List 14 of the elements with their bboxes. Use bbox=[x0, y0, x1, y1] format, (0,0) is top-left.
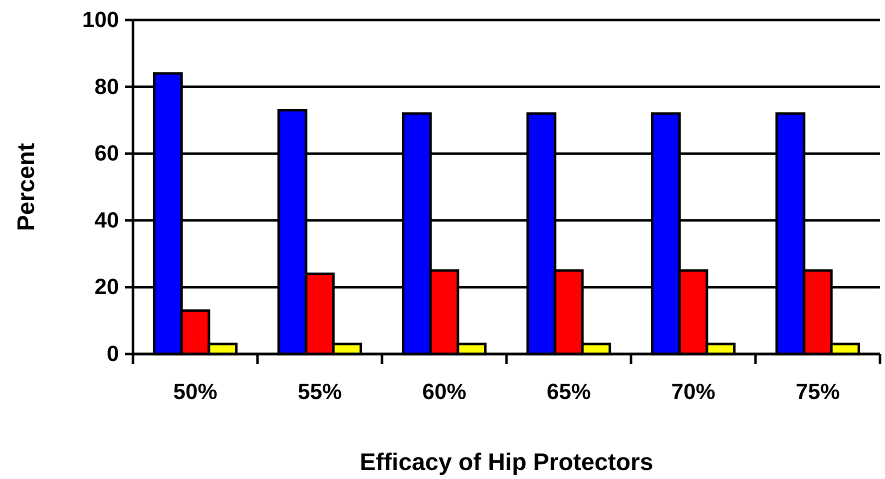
x-tick-label: 70% bbox=[671, 378, 716, 404]
y-tick-label: 40 bbox=[94, 207, 119, 232]
x-tick-label: 60% bbox=[422, 378, 466, 404]
x-tick-label: 65% bbox=[546, 378, 591, 404]
x-axis-title: Efficacy of Hip Protectors bbox=[360, 449, 654, 476]
x-tick-label: 50% bbox=[173, 378, 218, 404]
y-tick-label: 80 bbox=[94, 74, 119, 99]
y-tick-label: 60 bbox=[94, 140, 119, 166]
y-axis-title: Percent bbox=[13, 142, 40, 232]
y-tick-label: 100 bbox=[82, 7, 119, 32]
y-tick-label: 0 bbox=[106, 341, 119, 366]
y-tick-label: 20 bbox=[94, 274, 119, 300]
x-tick-label: 75% bbox=[796, 378, 840, 404]
x-tick-label: 55% bbox=[298, 378, 342, 404]
